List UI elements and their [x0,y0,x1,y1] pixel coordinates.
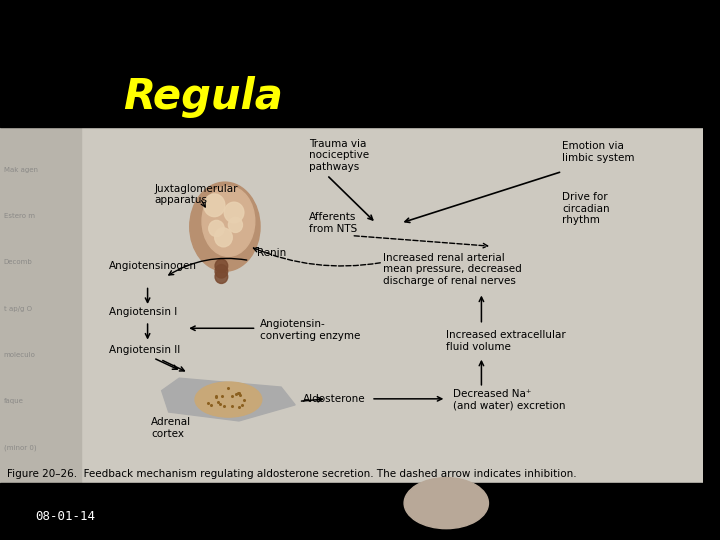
Ellipse shape [204,194,225,217]
Text: Adrenal
cortex: Adrenal cortex [151,417,192,439]
Text: Angiotensin-
converting enzyme: Angiotensin- converting enzyme [260,319,361,341]
Polygon shape [162,378,295,421]
Text: Angiotensinogen: Angiotensinogen [109,261,197,271]
Text: Mak agen: Mak agen [4,167,37,173]
Text: Renin: Renin [256,248,286,259]
Text: Estero m: Estero m [4,213,35,219]
Ellipse shape [209,220,224,237]
Text: Angiotensin I: Angiotensin I [109,307,177,317]
Bar [0,0,703,127]
Ellipse shape [228,217,243,232]
Ellipse shape [215,265,228,278]
Ellipse shape [195,382,262,417]
Text: effects: effects [267,489,337,507]
Ellipse shape [215,259,228,273]
Text: Afferents
from NTS: Afferents from NTS [309,212,357,234]
Bar [0,127,703,483]
Text: t ap/g O: t ap/g O [4,306,32,312]
Ellipse shape [202,186,255,256]
Text: Decreased Na⁺
(and water) excretion: Decreased Na⁺ (and water) excretion [454,389,566,410]
Text: Emotion via
limbic system: Emotion via limbic system [562,141,635,163]
Text: Aldosterone: Aldosterone [302,394,365,404]
Text: (minor 0): (minor 0) [4,444,36,451]
Bar [0,483,703,540]
Text: Juxtaglomerular
apparatus: Juxtaglomerular apparatus [155,184,238,205]
Bar [0,127,81,483]
Ellipse shape [224,202,244,222]
Text: Trauma via
nociceptive
pathways: Trauma via nociceptive pathways [309,139,369,172]
Text: moleculo: moleculo [4,352,35,358]
Text: Increased extracellular
fluid volume: Increased extracellular fluid volume [446,330,566,352]
Text: Increased renal arterial
mean pressure, decreased
discharge of renal nerves: Increased renal arterial mean pressure, … [383,253,522,286]
Text: Figure 20–26.  Feedback mechanism regulating aldosterone secretion. The dashed a: Figure 20–26. Feedback mechanism regulat… [7,469,577,479]
Ellipse shape [215,228,233,247]
Ellipse shape [190,182,260,271]
Text: Angiotensin II: Angiotensin II [109,345,180,355]
Text: faque: faque [4,399,23,404]
Ellipse shape [215,270,228,284]
Text: Decomb: Decomb [4,259,32,265]
Text: Regula: Regula [123,76,283,118]
Ellipse shape [404,477,488,529]
Text: Drive for
circadian
rhythm: Drive for circadian rhythm [562,192,610,226]
Text: cortex: cortex [523,489,588,507]
Text: 08-01-14: 08-01-14 [35,510,95,523]
